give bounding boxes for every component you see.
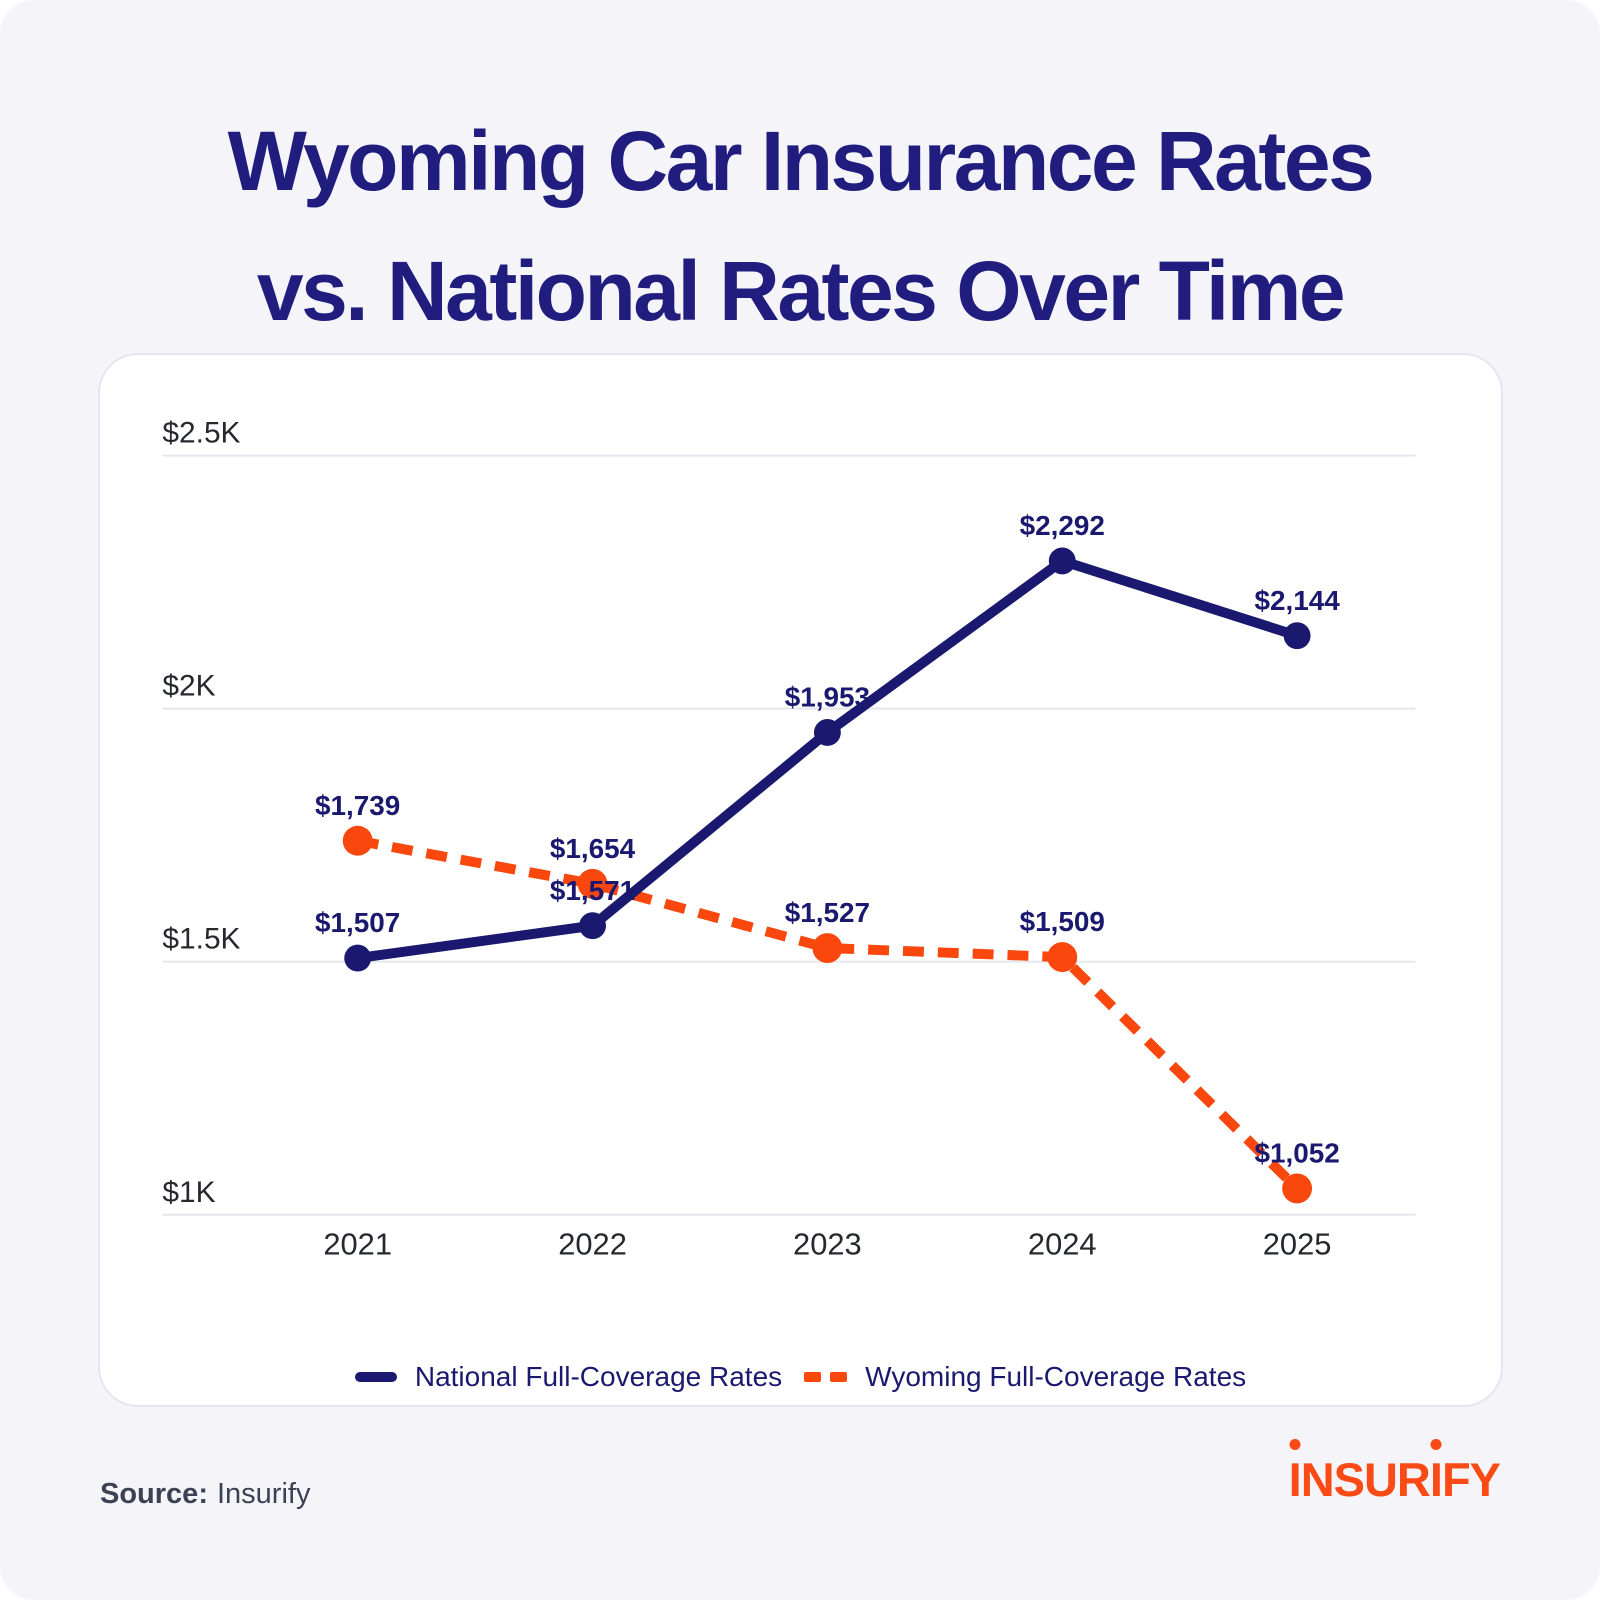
x-axis-tick-label: 2025: [1263, 1227, 1332, 1262]
source-note: Source: Insurify: [100, 1478, 310, 1511]
data-point-label: $2,292: [1020, 510, 1105, 541]
wyoming-data-point: [1282, 1173, 1313, 1204]
data-point-label: $1,527: [785, 897, 870, 928]
wyoming-dashed-line-swatch: [804, 1372, 848, 1382]
data-point-label: $1,509: [1020, 906, 1105, 937]
data-point-label: $1,654: [550, 833, 636, 864]
x-axis-tick-label: 2024: [1028, 1227, 1097, 1262]
logo-text: FY: [1441, 1453, 1501, 1506]
y-axis-tick-label: $2K: [162, 670, 215, 703]
chart-svg: $2.5K $2K $1.5K $1K 2021 2022 2023 2024 2025 $1,5…: [162, 417, 1416, 1262]
national-data-point: [1048, 547, 1076, 575]
data-point-label: $2,144: [1254, 585, 1340, 616]
wyoming-line: [356, 835, 1301, 1192]
national-data-point: [813, 719, 841, 746]
data-point-label: $1,571: [550, 875, 635, 906]
legend-item-national: National Full-Coverage Rates: [354, 1361, 783, 1393]
logo-text: NSUR: [1300, 1453, 1431, 1506]
legend-label-national: National Full-Coverage Rates: [414, 1361, 783, 1392]
chart-title: Wyoming Car Insurance Rates vs. National…: [0, 96, 1600, 356]
logo-dotted-i: I: [1288, 1453, 1302, 1506]
source-value: Insurify: [216, 1478, 311, 1510]
data-point-label: $1,953: [785, 682, 870, 713]
x-axis-tick-label: 2022: [558, 1227, 627, 1262]
title-line-1: Wyoming Car Insurance Rates: [227, 114, 1375, 208]
y-axis-tick-label: $2.5K: [162, 417, 240, 450]
chart-card: $2.5K $2K $1.5K $1K 2021 2022 2023 2024 2025 $1,5…: [98, 353, 1503, 1407]
data-point-label: $1,739: [315, 790, 400, 821]
x-axis-tick-label: 2023: [793, 1227, 862, 1262]
national-solid-line-swatch: [354, 1372, 397, 1382]
logo-dotted-i: I: [1429, 1453, 1443, 1506]
chart-legend: National Full-Coverage Rates Wyoming Ful…: [100, 1361, 1501, 1393]
wyoming-data-point: [812, 933, 843, 963]
title-line-2: vs. National Rates Over Time: [256, 244, 1346, 338]
x-axis-tick-label: 2021: [323, 1227, 392, 1262]
source-label: Source:: [100, 1478, 208, 1510]
national-data-point: [579, 912, 606, 940]
data-point-label: $1,507: [315, 907, 400, 938]
national-data-point: [1283, 622, 1311, 650]
y-axis-tick-label: $1K: [162, 1176, 215, 1209]
y-axis-tick-label: $1.5K: [162, 923, 240, 956]
insurify-logo: INSURIFY: [1288, 1452, 1501, 1507]
wyoming-data-point: [1047, 942, 1078, 973]
wyoming-data-point: [342, 825, 373, 856]
legend-item-wyoming: Wyoming Full-Coverage Rates: [804, 1361, 1246, 1393]
data-point-label: $1,052: [1254, 1138, 1339, 1169]
wyoming-data-point: [577, 868, 608, 899]
legend-label-wyoming: Wyoming Full-Coverage Rates: [865, 1361, 1247, 1392]
national-data-point: [344, 944, 372, 972]
